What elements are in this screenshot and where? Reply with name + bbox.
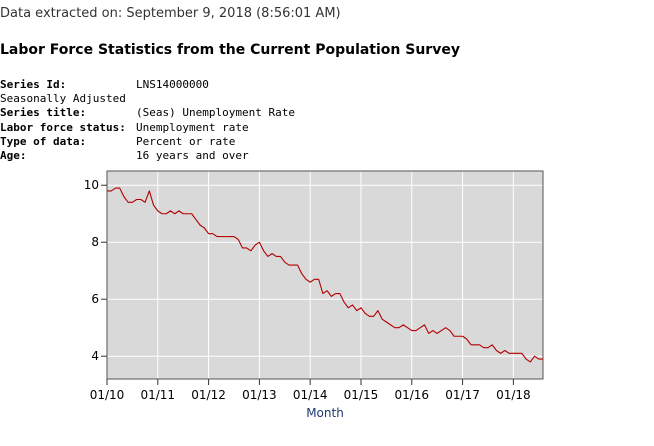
x-tick-label: 01/15 [344,388,379,402]
age-row: Age: 16 years and over [0,149,295,163]
x-tick-label: 01/10 [90,388,125,402]
adjustment-value: Seasonally Adjusted [0,92,126,106]
series-metadata: Series Id: LNS14000000 Seasonally Adjust… [0,78,295,163]
age-value: 16 years and over [136,148,249,162]
type-value: Percent or rate [136,134,236,148]
series-id-row: Series Id: LNS14000000 [0,78,295,92]
plot-border [106,170,544,380]
series-id-value: LNS14000000 [136,78,209,91]
y-tick-label: 4 [91,349,99,363]
x-axis-title: Month [306,406,344,420]
type-row: Type of data: Percent or rate [0,135,295,149]
adjustment-row: Seasonally Adjusted [0,92,295,106]
y-tick-label: 10 [84,178,99,192]
x-tick-label: 01/11 [140,388,175,402]
age-label: Age: [0,148,27,162]
type-label: Type of data: [0,134,87,148]
lf-status-value: Unemployment rate [136,120,249,134]
x-tick-label: 01/16 [394,388,429,402]
series-line [107,187,543,363]
lf-status-row: Labor force status: Unemployment rate [0,121,295,135]
y-tick-label: 8 [91,235,99,249]
series-title-value: (Seas) Unemployment Rate [136,106,295,120]
x-tick-label: 01/14 [293,388,328,402]
unemployment-chart: 4 6 8 10 01/10 01/11 01/12 01/13 01/14 01/15 01/16… [84,170,544,420]
y-tick-label: 6 [91,292,99,306]
plot-area [107,171,543,379]
x-tick-label: 01/13 [242,388,277,402]
x-tick-label: 01/18 [496,388,531,402]
series-title-label: Series title: [0,106,87,120]
x-tick-label: 01/17 [445,388,480,402]
series-id-label: Series Id: [0,78,67,91]
lf-status-label: Labor force status: [0,120,126,134]
series-title-row: Series title: (Seas) Unemployment Rate [0,106,295,120]
page-title: Labor Force Statistics from the Current … [0,42,460,58]
x-tick-label: 01/12 [191,388,226,402]
extraction-timestamp: Data extracted on: September 9, 2018 (8:… [0,6,341,21]
